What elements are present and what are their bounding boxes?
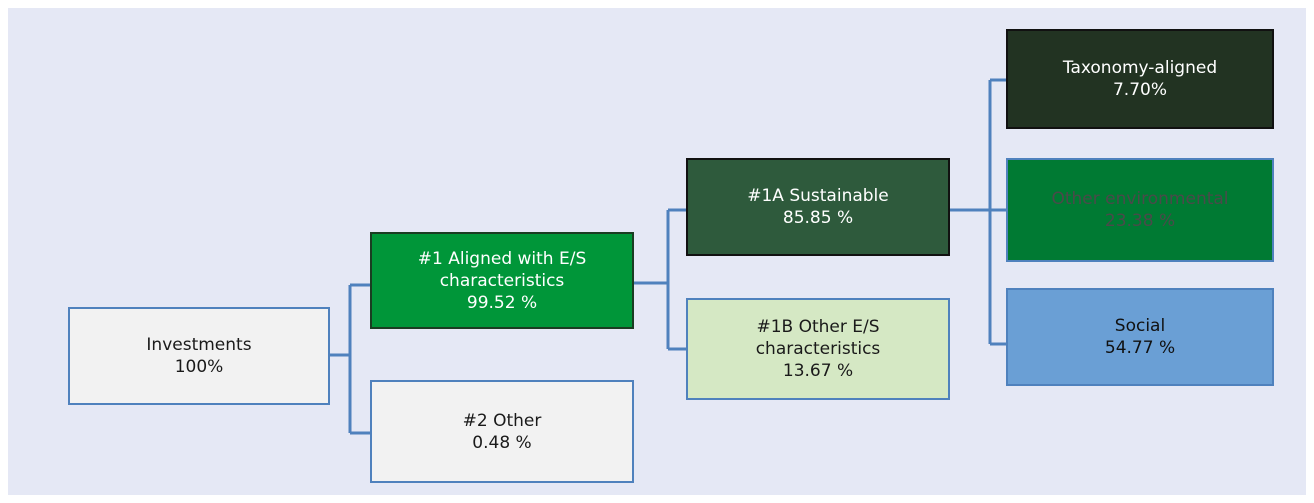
environmental-value: 23.38 % [1104, 211, 1176, 231]
other-es-label-line1: #1B Other E/S [756, 317, 880, 337]
social-node: Social 54.77 % [1006, 288, 1274, 386]
investments-label: Investments [146, 335, 252, 355]
other-es-value: 13.67 % [782, 361, 854, 381]
aligned-label-line1: #1 Aligned with E/S [417, 248, 587, 269]
other-es-label-line2: characteristics [755, 339, 881, 359]
social-label: Social [1114, 316, 1166, 336]
investments-node: Investments 100% [68, 307, 330, 405]
taxonomy-node: Taxonomy-aligned 7.70% [1006, 29, 1274, 129]
connector-sustainable [950, 78, 1006, 346]
environmental-label: Other environmental [1051, 189, 1229, 209]
other-label: #2 Other [462, 410, 542, 431]
aligned-node: #1 Aligned with E/S characteristics 99.5… [370, 232, 634, 329]
social-value: 54.77 % [1104, 338, 1176, 358]
other-es-node: #1B Other E/S characteristics 13.67 % [686, 298, 950, 400]
environmental-node: Other environmental 23.38 % [1006, 158, 1274, 262]
sustainable-value: 85.85 % [782, 208, 854, 228]
sustainable-node: #1A Sustainable 85.85 % [686, 158, 950, 256]
connector-investments [330, 283, 370, 435]
other-value: 0.48 % [472, 432, 532, 453]
investments-value: 100% [174, 357, 224, 377]
diagram-canvas: Investments 100% #1 Aligned with E/S cha… [8, 8, 1306, 495]
aligned-value: 99.52 % [466, 292, 538, 313]
other-node: #2 Other 0.48 % [370, 380, 634, 483]
connector-aligned [634, 208, 686, 351]
sustainable-label: #1A Sustainable [747, 186, 889, 206]
tree-connectors [330, 78, 1006, 435]
aligned-label-line2: characteristics [439, 270, 565, 291]
taxonomy-label: Taxonomy-aligned [1062, 58, 1218, 78]
taxonomy-value: 7.70% [1112, 80, 1167, 100]
